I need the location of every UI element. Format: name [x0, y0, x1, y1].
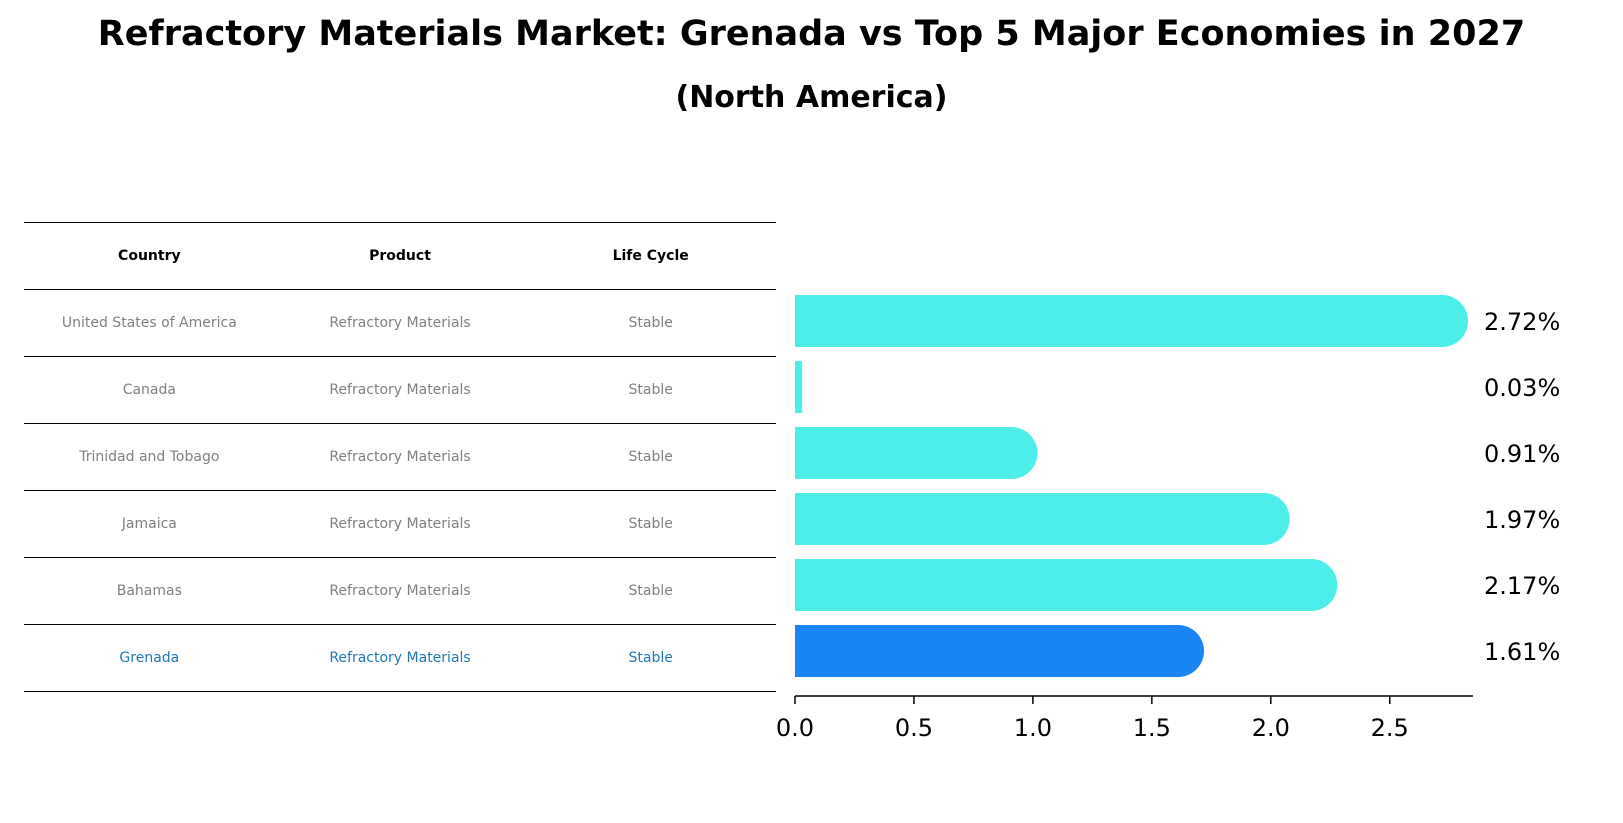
header-product: Product	[369, 248, 431, 264]
x-tick-label: 1.5	[1133, 714, 1171, 742]
x-tick-label: 0.5	[895, 714, 933, 742]
bar-jamaica	[795, 493, 1290, 545]
life-cycle-cell: Stable	[628, 583, 673, 599]
table-row: Jamaica Refractory Materials Stable	[24, 490, 776, 557]
bar-grenada	[795, 625, 1205, 677]
country-cell: Canada	[122, 382, 176, 398]
data-table: Country Product Life Cycle United States…	[24, 222, 776, 692]
product-cell: Refractory Materials	[329, 650, 471, 666]
table-row: United States of America Refractory Mate…	[24, 289, 776, 356]
table-row: Canada Refractory Materials Stable	[24, 356, 776, 423]
product-cell: Refractory Materials	[329, 382, 471, 398]
x-tick-label: 2.0	[1252, 714, 1290, 742]
bar-trinidad-and-tobago	[795, 427, 1038, 479]
product-cell: Refractory Materials	[329, 516, 471, 532]
value-label: 2.17%	[1484, 572, 1560, 600]
product-cell: Refractory Materials	[329, 315, 471, 331]
value-label: 0.03%	[1484, 374, 1560, 402]
value-label: 1.97%	[1484, 506, 1560, 534]
life-cycle-cell: Stable	[628, 650, 673, 666]
x-tick-label: 0.0	[776, 714, 814, 742]
table-row: Trinidad and Tobago Refractory Materials…	[24, 423, 776, 490]
chart-title: Refractory Materials Market: Grenada vs …	[97, 14, 1526, 54]
product-cell: Refractory Materials	[329, 583, 471, 599]
chart-subtitle: (North America)	[675, 80, 948, 115]
product-cell: Refractory Materials	[329, 449, 471, 465]
life-cycle-cell: Stable	[628, 449, 673, 465]
life-cycle-cell: Stable	[628, 516, 673, 532]
country-cell: United States of America	[61, 315, 237, 331]
bar-canada	[795, 361, 803, 413]
value-label: 0.91%	[1484, 440, 1560, 468]
country-cell: Jamaica	[121, 516, 177, 532]
country-cell: Grenada	[119, 650, 180, 666]
table-row: Bahamas Refractory Materials Stable	[24, 557, 776, 624]
country-cell: Trinidad and Tobago	[79, 449, 220, 465]
value-label: 2.72%	[1484, 308, 1560, 336]
header-country: Country	[118, 248, 181, 264]
bar-bahamas	[795, 559, 1338, 611]
x-tick-label: 2.5	[1371, 714, 1409, 742]
table-header-row: Country Product Life Cycle	[24, 222, 776, 289]
bar-united-states-of-america	[795, 295, 1469, 347]
table-row-highlight: Grenada Refractory Materials Stable	[24, 624, 776, 692]
value-label: 1.61%	[1484, 638, 1560, 666]
life-cycle-cell: Stable	[628, 315, 673, 331]
country-cell: Bahamas	[116, 583, 182, 599]
header-life-cycle: Life Cycle	[612, 248, 689, 264]
life-cycle-cell: Stable	[628, 382, 673, 398]
x-tick-label: 1.0	[1014, 714, 1052, 742]
